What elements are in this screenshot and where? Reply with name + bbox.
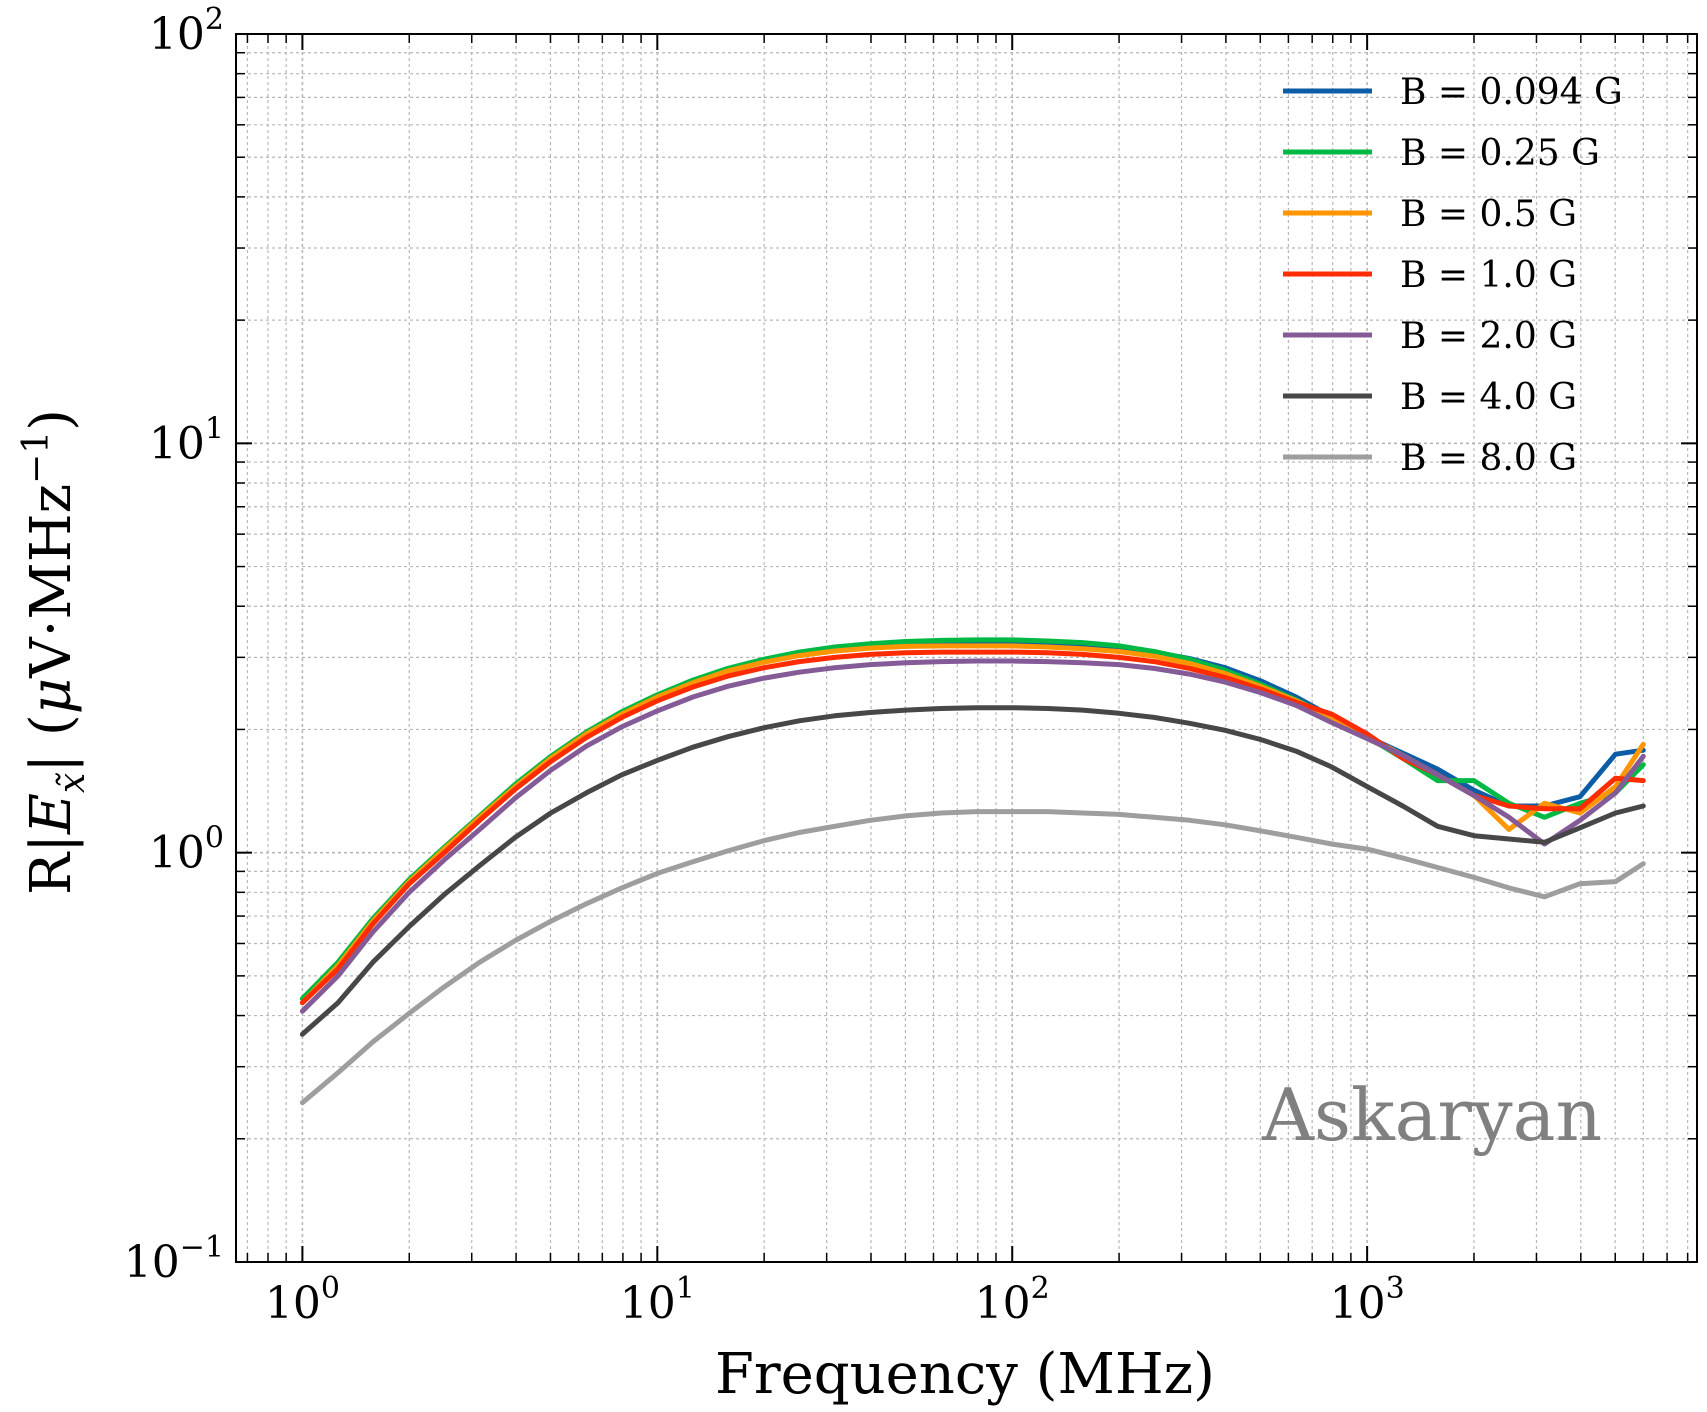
legend-label-7: B = 8.0 G bbox=[1400, 438, 1577, 479]
legend-label-1: B = 0.094 G bbox=[1400, 72, 1623, 113]
x-tick-label-base: 10 bbox=[620, 1278, 676, 1329]
y-axis-title-mu: μ bbox=[19, 678, 84, 714]
y-tick-label-base: 10 bbox=[149, 9, 205, 60]
y-axis-title: R|Ex̃| (μV·MHz−1) bbox=[16, 409, 93, 895]
y-axis-title-close: ) bbox=[19, 409, 84, 431]
y-axis-title-symbol: E bbox=[19, 793, 84, 835]
legend-label-6: B = 4.0 G bbox=[1400, 377, 1577, 418]
y-tick-label-base: 10 bbox=[149, 828, 205, 879]
y-tick-label: 101 bbox=[149, 411, 224, 469]
series-line-6 bbox=[299, 705, 1646, 1037]
y-tick-label-exponent: −1 bbox=[180, 1230, 224, 1265]
y-axis-title-unit: V·MHz bbox=[19, 484, 84, 679]
x-tick-label-exponent: 1 bbox=[676, 1271, 695, 1306]
y-tick-label: 10−1 bbox=[124, 1230, 224, 1288]
x-tick-label-exponent: 2 bbox=[1031, 1271, 1050, 1306]
legend: B = 0.094 G B = 0.25 G B = 0.5 G B = 1.0 G B… bbox=[1283, 72, 1623, 479]
y-axis-title-suffix: | ( bbox=[19, 714, 84, 773]
y-tick-label: 102 bbox=[149, 2, 224, 60]
y-tick-label-base: 10 bbox=[149, 418, 205, 469]
y-tick-label-exponent: 2 bbox=[205, 2, 224, 37]
y-axis-title-prefix: R| bbox=[19, 834, 84, 895]
x-axis-title: Frequency (MHz) bbox=[715, 1342, 1215, 1407]
legend-label-4: B = 1.0 G bbox=[1400, 255, 1577, 296]
legend-label-3: B = 0.5 G bbox=[1400, 194, 1577, 235]
x-tick-label-exponent: 0 bbox=[321, 1271, 340, 1306]
series-line-5 bbox=[299, 658, 1646, 1014]
x-tick-label: 102 bbox=[975, 1271, 1050, 1329]
plot-area-frame bbox=[235, 33, 1698, 1263]
x-tick-labels: 100 101 102 103 bbox=[265, 1271, 1405, 1329]
x-tick-label-exponent: 3 bbox=[1386, 1271, 1405, 1306]
y-tick-label-exponent: 1 bbox=[205, 411, 224, 446]
askaryan-annotation: Askaryan bbox=[1261, 1073, 1602, 1157]
legend-label-2: B = 0.25 G bbox=[1400, 133, 1600, 174]
legend-label-5: B = 2.0 G bbox=[1400, 316, 1577, 357]
x-tick-label: 101 bbox=[620, 1271, 695, 1329]
series-line-7 bbox=[299, 809, 1646, 1106]
y-tick-label: 100 bbox=[149, 821, 224, 879]
y-axis-title-subscript: x̃ bbox=[52, 773, 93, 793]
axis-ticks bbox=[236, 33, 1697, 1263]
x-tick-label: 100 bbox=[265, 1271, 340, 1329]
y-tick-label-base: 10 bbox=[124, 1237, 180, 1288]
x-tick-label-base: 10 bbox=[975, 1278, 1031, 1329]
y-axis-title-exponent: −1 bbox=[16, 431, 57, 484]
y-tick-label-exponent: 0 bbox=[205, 821, 224, 856]
x-tick-label-base: 10 bbox=[265, 1278, 321, 1329]
x-tick-label: 103 bbox=[1330, 1271, 1405, 1329]
series-layer bbox=[299, 637, 1646, 1106]
x-tick-label-base: 10 bbox=[1330, 1278, 1386, 1329]
